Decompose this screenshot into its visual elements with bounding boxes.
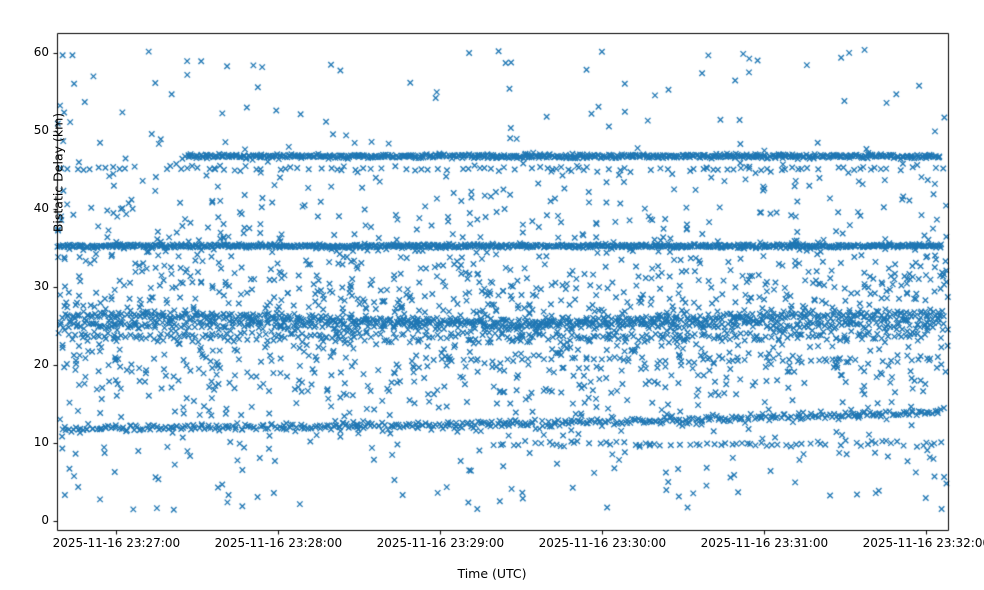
y-tick-label: 50 <box>33 122 49 137</box>
x-tick-label: 2025-11-16 23:30:00 <box>538 536 667 550</box>
y-tick-label: 20 <box>33 356 49 371</box>
y-tick-label: 0 <box>41 512 49 527</box>
y-tick-label: 30 <box>33 278 49 293</box>
y-tick-label: 10 <box>33 434 49 449</box>
y-tick-label: 40 <box>33 200 49 215</box>
x-tick-label: 2025-11-16 23:29:00 <box>376 536 505 550</box>
y-tick-label: 60 <box>33 44 49 59</box>
x-tick-label: 2025-11-16 23:31:00 <box>700 536 829 550</box>
x-tick-label: 2025-11-16 23:27:00 <box>52 536 181 550</box>
x-tick-label: 2025-11-16 23:28:00 <box>214 536 343 550</box>
x-axis-label: Time (UTC) <box>457 566 527 581</box>
y-axis-label: Bistatic Delay (km) <box>50 112 66 233</box>
x-tick-label: 2025-11-16 23:32:00 <box>862 536 984 550</box>
